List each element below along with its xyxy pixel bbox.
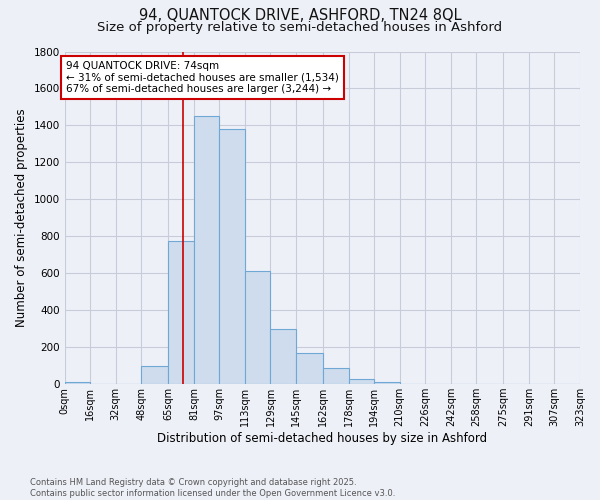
Text: Size of property relative to semi-detached houses in Ashford: Size of property relative to semi-detach… [97, 21, 503, 34]
Y-axis label: Number of semi-detached properties: Number of semi-detached properties [15, 108, 28, 327]
Bar [374, 382, 400, 384]
Text: 94 QUANTOCK DRIVE: 74sqm
← 31% of semi-detached houses are smaller (1,534)
67% o: 94 QUANTOCK DRIVE: 74sqm ← 31% of semi-d… [66, 60, 339, 94]
Bar [220, 129, 245, 384]
Bar [296, 352, 323, 384]
Bar [349, 378, 374, 384]
Text: Contains HM Land Registry data © Crown copyright and database right 2025.
Contai: Contains HM Land Registry data © Crown c… [30, 478, 395, 498]
Bar [194, 116, 220, 384]
X-axis label: Distribution of semi-detached houses by size in Ashford: Distribution of semi-detached houses by … [157, 432, 487, 445]
Text: 94, QUANTOCK DRIVE, ASHFORD, TN24 8QL: 94, QUANTOCK DRIVE, ASHFORD, TN24 8QL [139, 8, 461, 22]
Bar [245, 270, 271, 384]
Bar [323, 368, 349, 384]
Bar [271, 328, 296, 384]
Bar [65, 382, 90, 384]
Bar [141, 366, 169, 384]
Bar [169, 241, 194, 384]
